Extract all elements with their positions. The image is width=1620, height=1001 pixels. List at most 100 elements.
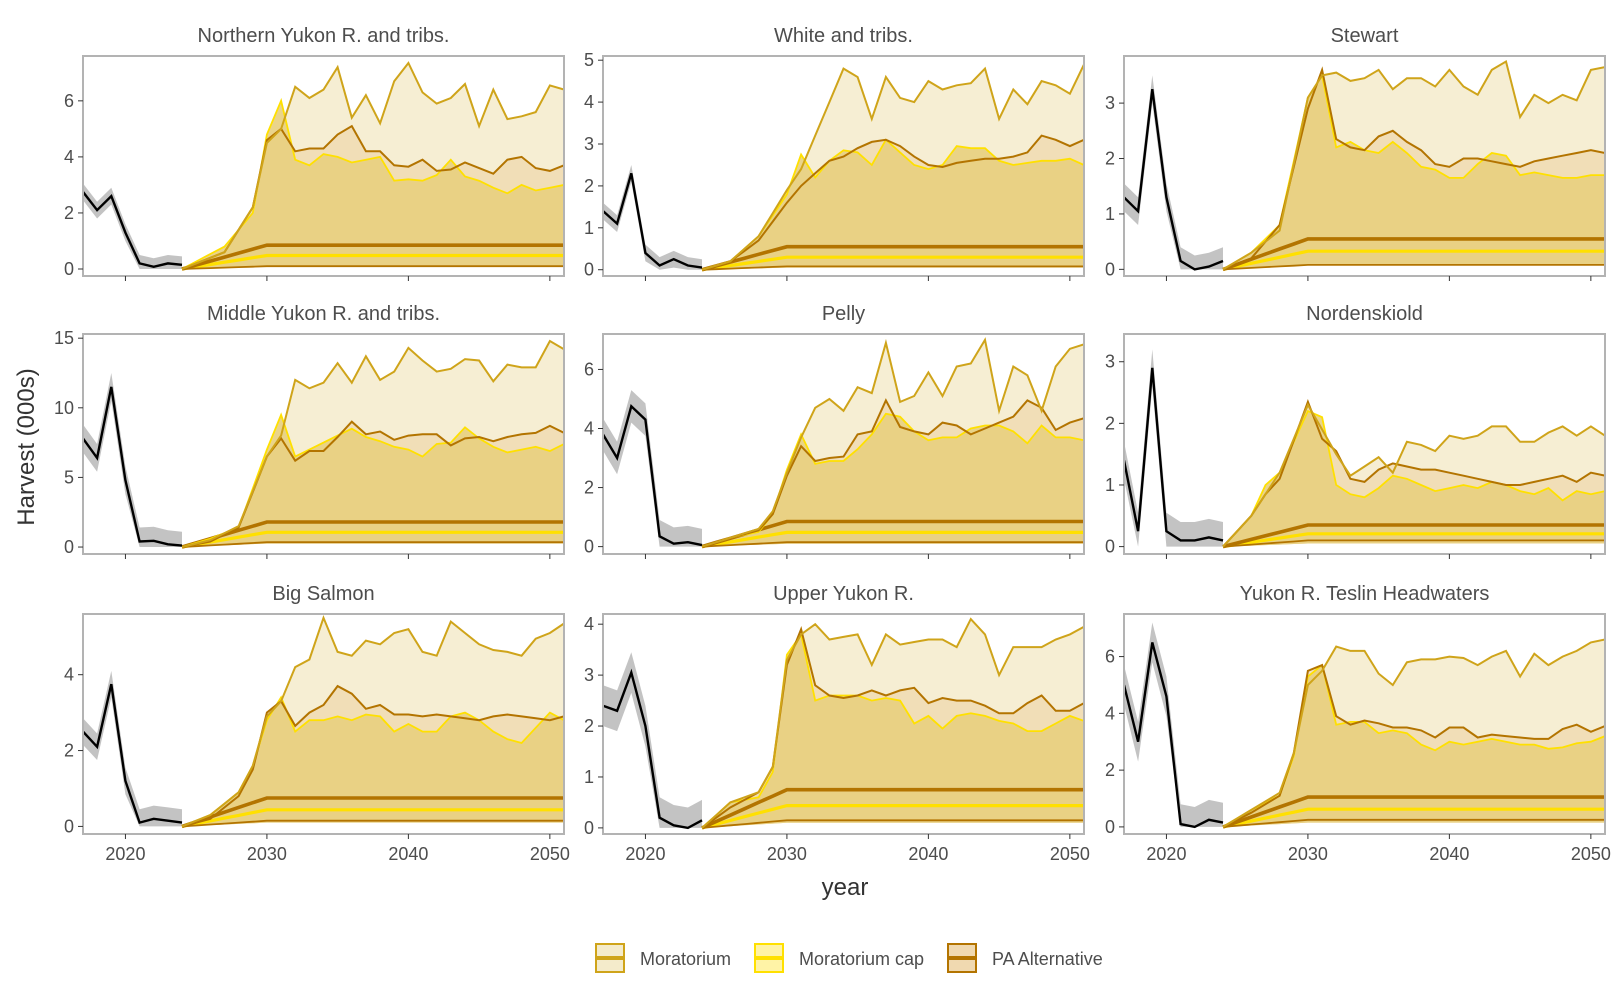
- plot-area: [1124, 622, 1605, 829]
- y-tick-label: 0: [64, 537, 74, 557]
- moratorium-line: [701, 617, 1084, 829]
- panel-border: [82, 333, 565, 555]
- x-tick-label: 2030: [767, 844, 807, 864]
- x-tick-label: 2020: [105, 844, 145, 864]
- panel-border: [602, 333, 1085, 555]
- y-tick-label: 0: [584, 537, 594, 557]
- moratorium-cap-lower-line: [1222, 807, 1605, 829]
- y-tick-label: 10: [54, 398, 74, 418]
- legend-item: PA Alternative: [947, 943, 1103, 973]
- y-tick-label: 6: [64, 91, 74, 111]
- plot-area: [1124, 59, 1605, 272]
- moratorium-line: [1222, 402, 1605, 548]
- panel-title: Upper Yukon R.: [773, 583, 914, 605]
- panel-title: White and tribs.: [774, 25, 913, 47]
- moratorium-cap-lower-line: [181, 530, 564, 549]
- panel-title: Stewart: [1331, 25, 1399, 47]
- x-tick-label: 2040: [908, 844, 948, 864]
- panel-border: [602, 55, 1085, 277]
- x-tick-label: 2040: [1429, 844, 1469, 864]
- historical-band: [83, 183, 182, 269]
- historical-band: [603, 652, 702, 828]
- plot-area: [603, 617, 1084, 830]
- pa-alternative-line: [701, 134, 1084, 271]
- moratorium-line: [701, 63, 1084, 271]
- legend: Moratorium Moratorium cap PA Alternative: [595, 943, 1103, 973]
- historical-line: [83, 191, 183, 269]
- pa-alternative-median-line: [701, 244, 1084, 272]
- y-tick-label: 2: [64, 741, 74, 761]
- panel: Middle Yukon R. and tribs. 0 5 10 15: [54, 303, 565, 559]
- historical-line: [83, 386, 183, 547]
- x-tick-label: 2020: [1146, 844, 1186, 864]
- panel: Pelly 0 2 4 6: [584, 303, 1085, 559]
- panel-title: Pelly: [822, 303, 865, 325]
- y-tick-label: 6: [1105, 647, 1115, 667]
- pa-alternative-median-line: [701, 787, 1084, 830]
- moratorium-cap-lower-line: [181, 253, 564, 271]
- panel-border: [1123, 333, 1606, 555]
- x-tick-label: 2020: [625, 844, 665, 864]
- panel: Nordenskiold 0 1 2 3: [1105, 303, 1606, 559]
- panel-title: Middle Yukon R. and tribs.: [207, 303, 440, 325]
- panel: Big Salmon 0 2 4 2020 2030 2040 2050: [64, 583, 570, 864]
- moratorium-cap-lower-line: [1222, 532, 1605, 549]
- y-tick-label: 3: [584, 134, 594, 154]
- panel-border: [1123, 613, 1606, 835]
- historical-line: [603, 172, 703, 269]
- pa-alternative-lower-line: [701, 541, 1084, 548]
- moratorium-line: [181, 61, 564, 270]
- pa-alternative-lower-line: [701, 819, 1084, 829]
- y-tick-label: 4: [584, 418, 594, 438]
- pa-alternative-median-line: [1222, 795, 1605, 829]
- y-tick-label: 2: [1105, 760, 1115, 780]
- legend-label: PA Alternative: [992, 949, 1103, 969]
- plot-area: [1124, 349, 1605, 549]
- moratorium-cap-ribbon: [1223, 411, 1605, 547]
- x-tick-label: 2030: [247, 844, 287, 864]
- moratorium-cap-lower-line: [181, 808, 564, 828]
- panel: Upper Yukon R. 0 1 2 3 4 2020 2030 2040 2050: [584, 583, 1090, 864]
- moratorium-line: [181, 614, 564, 828]
- historical-line: [603, 668, 703, 830]
- moratorium-cap-lower-line: [701, 530, 1084, 549]
- plot-area: [603, 337, 1084, 549]
- historical-line: [1124, 367, 1224, 542]
- historical-band: [83, 670, 182, 827]
- moratorium-line: [1222, 638, 1605, 828]
- y-tick-label: 15: [54, 328, 74, 348]
- x-tick-label: 2050: [530, 844, 570, 864]
- plot-area: [83, 614, 564, 829]
- legend-item: Moratorium: [595, 943, 731, 973]
- pa-alternative-lower-line: [181, 541, 564, 548]
- moratorium-cap-ribbon: [1223, 75, 1605, 270]
- moratorium-line: [701, 337, 1084, 548]
- y-tick-label: 1: [584, 218, 594, 238]
- historical-line: [83, 683, 183, 825]
- panel-border: [82, 613, 565, 835]
- y-tick-label: 2: [1105, 413, 1115, 433]
- moratorium-cap-ribbon: [182, 414, 564, 547]
- x-axis-title: year: [822, 874, 869, 901]
- panel-title: Nordenskiold: [1306, 303, 1423, 325]
- y-tick-label: 6: [584, 359, 594, 379]
- historical-band: [83, 373, 182, 547]
- pa-alternative-line: [701, 398, 1084, 548]
- y-tick-label: 2: [584, 176, 594, 196]
- legend-label: Moratorium cap: [799, 949, 924, 969]
- y-tick-label: 2: [1105, 149, 1115, 169]
- moratorium-cap-ribbon: [182, 697, 564, 827]
- plot-area: [603, 63, 1084, 272]
- y-axis-title: Harvest (000s): [13, 368, 40, 525]
- pa-alternative-lower-line: [1222, 818, 1605, 828]
- panel: Northern Yukon R. and tribs. 0 2 4 6: [64, 25, 565, 281]
- panel-border: [1123, 55, 1606, 277]
- y-tick-label: 4: [64, 147, 74, 167]
- historical-band: [1124, 622, 1223, 827]
- pa-alternative-line: [1222, 398, 1605, 548]
- legend-label: Moratorium: [640, 949, 731, 969]
- pa-alternative-median-line: [701, 519, 1084, 549]
- moratorium-cap-ribbon: [702, 139, 1084, 270]
- panel: White and tribs. 0 1 2 3 4 5: [584, 25, 1085, 281]
